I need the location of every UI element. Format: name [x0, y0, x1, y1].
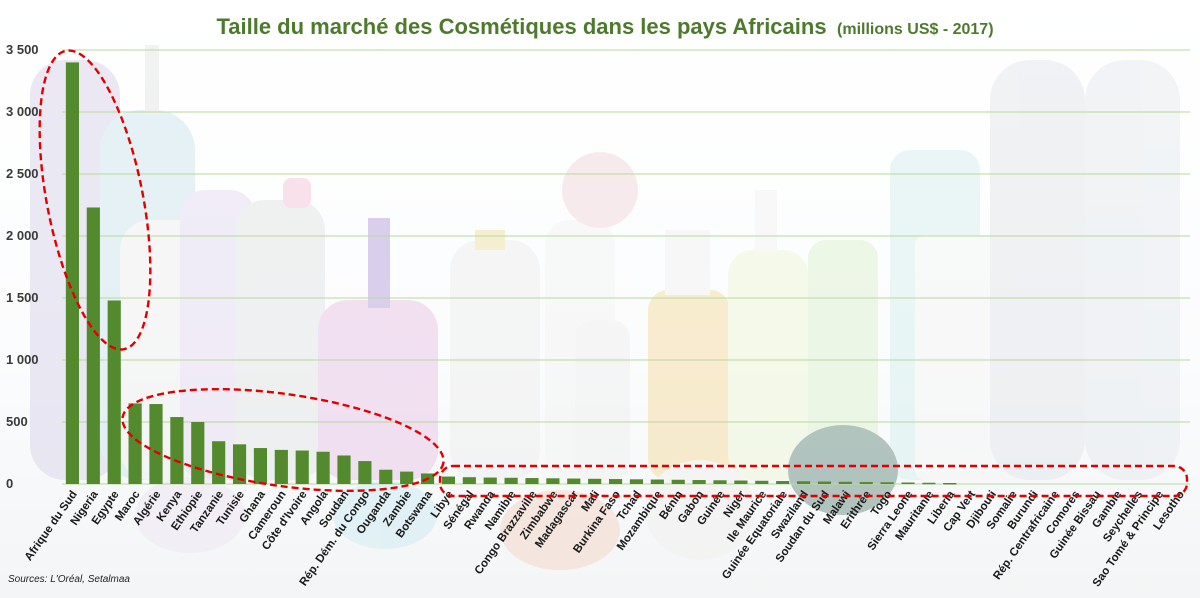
- y-axis-tick-labels: 0 500 1 000 1 500 2 000 2 500 3 000 3 500: [6, 42, 39, 491]
- bar: [859, 482, 873, 484]
- bar: [253, 448, 268, 484]
- highlight-ellipse-top3: [38, 49, 152, 351]
- y-tick-label: 1 000: [6, 352, 39, 367]
- bar: [212, 441, 226, 484]
- bar: [901, 482, 915, 485]
- y-tick-label: 2 500: [6, 166, 39, 181]
- bar: [817, 481, 832, 484]
- chart-title: Taille du marché des Cosmétiques dans le…: [216, 14, 826, 39]
- y-tick-label: 3 000: [6, 104, 39, 119]
- source-note: Sources: L'Oréal, Setalmaa: [8, 574, 130, 585]
- bar: [755, 480, 769, 484]
- chart-title-group: Taille du marché des Cosmétiques dans le…: [216, 14, 993, 39]
- bar: [86, 207, 100, 485]
- bar: [838, 481, 852, 484]
- highlight-annotations: [38, 49, 1189, 498]
- bar: [107, 300, 121, 484]
- bar: [588, 478, 602, 484]
- highlight-ellipse-mid: [121, 387, 445, 493]
- x-tick-label: Afrique du Sud: [23, 489, 80, 563]
- bar: [128, 403, 142, 484]
- bar: [671, 479, 685, 484]
- bar: [608, 479, 623, 484]
- bar: [400, 471, 414, 484]
- bar: [379, 469, 393, 484]
- bars: [65, 62, 957, 485]
- bar: [650, 479, 664, 484]
- bar: [337, 455, 351, 484]
- bar: [692, 480, 706, 484]
- y-tick-label: 0: [6, 476, 13, 491]
- bar: [191, 422, 205, 484]
- bar: [880, 482, 894, 484]
- gridlines: [62, 49, 1190, 485]
- bar: [274, 449, 288, 484]
- bar: [65, 62, 80, 485]
- bar: [922, 482, 936, 485]
- bar: [525, 478, 539, 484]
- y-tick-label: 3 500: [6, 42, 39, 57]
- x-axis-tick-labels: Afrique du SudNigeriaEgypteMarocAlgérieK…: [23, 488, 1187, 589]
- bar: [629, 479, 644, 484]
- bar: [441, 476, 456, 484]
- bar: [316, 451, 330, 484]
- bar: [358, 461, 372, 484]
- chart-subtitle: (millions US$ - 2017): [837, 21, 994, 38]
- bar: [567, 478, 581, 484]
- highlight-box-small: [438, 464, 1189, 498]
- bar: [149, 404, 163, 484]
- y-tick-label: 500: [6, 414, 28, 429]
- bar: [295, 450, 309, 484]
- bar: [504, 477, 518, 484]
- bar: [713, 480, 727, 484]
- y-tick-label: 2 000: [6, 228, 39, 243]
- y-tick-label: 1 500: [6, 290, 39, 305]
- bar: [796, 481, 811, 484]
- bar: [734, 480, 748, 484]
- bar: [232, 444, 247, 484]
- bar: [483, 477, 497, 484]
- bar: [776, 481, 790, 484]
- bar: [546, 478, 560, 484]
- bar: [170, 417, 184, 484]
- bar: [943, 483, 957, 485]
- bar: [462, 477, 476, 484]
